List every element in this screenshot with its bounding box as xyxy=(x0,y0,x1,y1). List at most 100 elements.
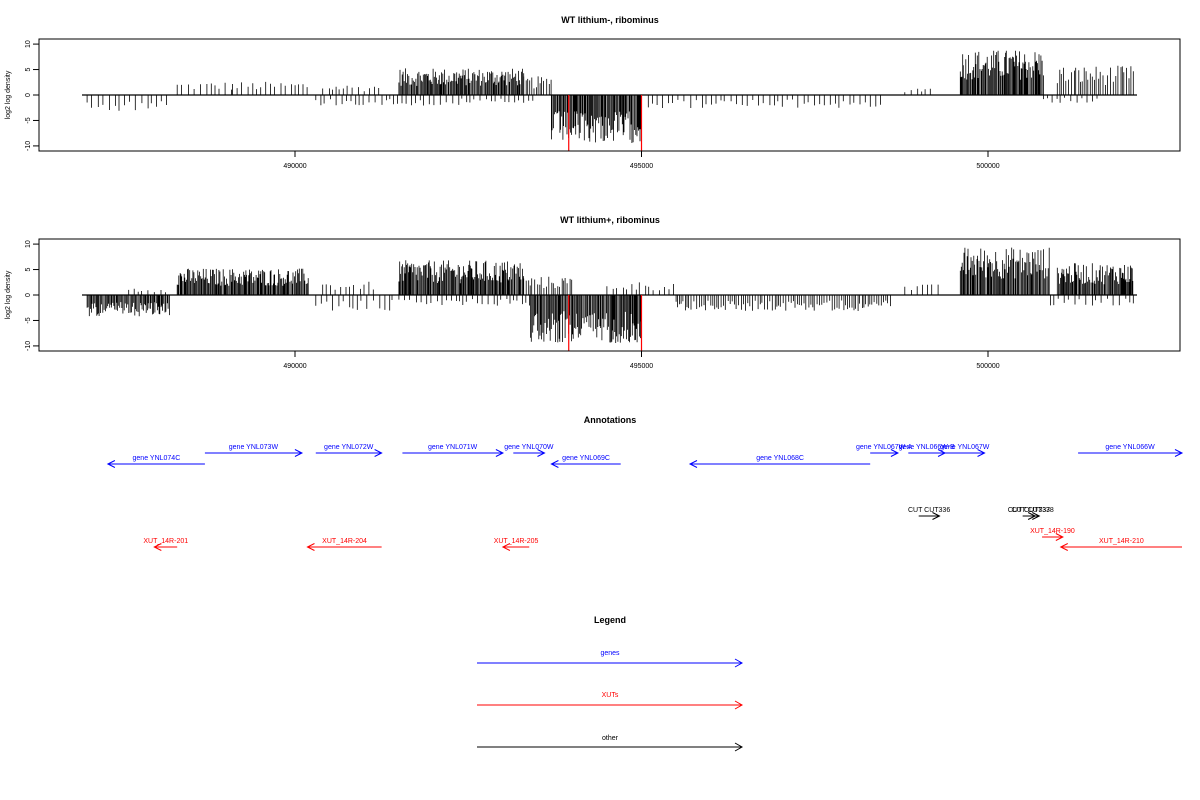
x-tick-label: 500000 xyxy=(976,163,999,170)
feature-label: gene YNL069C xyxy=(562,455,610,462)
y-tick-label: -5 xyxy=(25,317,32,323)
y-tick-label: 5 xyxy=(25,67,32,71)
y-tick-label: -10 xyxy=(25,341,32,351)
annotation-feature: gene YNL070W xyxy=(504,444,554,457)
legend-label: other xyxy=(602,735,619,742)
negative-bars xyxy=(1043,95,1098,103)
feature-label: XUT_14R-204 xyxy=(322,538,367,545)
y-tick-label: 0 xyxy=(25,93,32,97)
feature-arrowhead xyxy=(1032,512,1041,520)
feature-label: XUT_14R-201 xyxy=(143,538,188,545)
annotation-feature: gene YNL067W xyxy=(940,444,990,457)
annotation-feature: XUT_14R-204 xyxy=(306,538,382,551)
annotations-title: Annotations xyxy=(584,415,637,425)
positive-bars xyxy=(1056,263,1134,295)
panel-title: WT lithium+, ribominus xyxy=(560,215,660,225)
feature-label: gene YNL070W xyxy=(504,444,554,451)
feature-label: XUT_14R-190 xyxy=(1030,528,1075,535)
feature-label: gene YNL067W xyxy=(940,444,990,451)
positive-bars xyxy=(398,260,524,295)
feature-arrowhead xyxy=(1174,449,1184,457)
legend-title: Legend xyxy=(594,615,626,625)
feature-arrowhead xyxy=(1055,533,1064,541)
y-tick-label: 0 xyxy=(25,293,32,297)
annotation-feature: XUT_14R-205 xyxy=(494,538,539,551)
feature-arrowhead xyxy=(1059,543,1068,551)
legend-label: genes xyxy=(600,650,620,657)
positive-bars xyxy=(176,82,232,95)
panel-title: WT lithium-, ribominus xyxy=(561,15,659,25)
y-axis-label: log2 log density xyxy=(5,270,12,319)
positive-bars xyxy=(398,68,525,95)
coverage-panel-lithium-minus: WT lithium-, ribominus log2 log density … xyxy=(5,15,1181,170)
feature-arrowhead xyxy=(890,449,900,457)
positive-bars xyxy=(959,247,1050,295)
feature-arrowhead xyxy=(501,543,511,551)
feature-label: gene YNL073W xyxy=(229,444,279,451)
feature-label: gene YNL066W xyxy=(1105,444,1155,451)
y-tick-label: 10 xyxy=(25,40,32,48)
positive-bars xyxy=(176,268,309,295)
annotation-feature: gene YNL071W xyxy=(402,444,505,457)
legend-arrowhead xyxy=(734,658,744,668)
x-tick-label: 490000 xyxy=(283,363,306,370)
annotation-feature: gene YNL069C xyxy=(550,455,621,468)
negative-bars xyxy=(86,295,170,317)
positive-bars xyxy=(128,288,166,295)
feature-arrowhead xyxy=(977,449,986,457)
feature-arrowhead xyxy=(495,449,505,457)
negative-bars xyxy=(315,295,391,311)
legend-arrowhead xyxy=(734,742,744,752)
y-tick-label: 5 xyxy=(25,267,32,271)
annotation-feature: gene YNL074C xyxy=(106,455,205,468)
feature-arrowhead xyxy=(537,449,546,457)
negative-bars xyxy=(551,95,642,143)
y-tick-label: -5 xyxy=(25,117,32,123)
feature-arrowhead xyxy=(550,460,559,468)
x-tick-label: 495000 xyxy=(630,363,653,370)
annotation-features: gene YNL074C gene YNL073W gene YNL072W gene… xyxy=(106,444,1184,551)
positive-bars xyxy=(523,276,573,295)
legend-item-xuts: XUTs xyxy=(477,692,744,710)
negative-bars xyxy=(391,295,530,306)
negative-bars xyxy=(315,95,534,106)
feature-arrowhead xyxy=(374,449,383,457)
feature-label: gene YNL074C xyxy=(133,455,181,462)
negative-bars xyxy=(675,295,891,311)
axes: -10 -5 0 5 10 490000 495000 500000 xyxy=(25,240,1000,370)
x-tick-label: 500000 xyxy=(976,363,999,370)
legend: Legend genes XUTs other xyxy=(477,615,744,752)
positive-bars xyxy=(1056,65,1134,95)
annotation-feature: XUT_14R-190 xyxy=(1030,528,1075,541)
feature-label: CUT CUT337 xyxy=(1008,507,1050,514)
positive-bars xyxy=(904,88,931,95)
annotation-feature: gene YNL072W xyxy=(315,444,383,457)
legend-label: XUTs xyxy=(602,692,619,699)
feature-label: XUT_14R-205 xyxy=(494,538,539,545)
annotation-feature: gene YNL073W xyxy=(204,444,304,457)
annotation-feature: gene YNL067W-A xyxy=(856,444,912,457)
annotation-feature: gene YNL068C xyxy=(688,455,871,468)
positive-bars xyxy=(904,284,939,295)
feature-label: gene YNL067W-A xyxy=(856,444,912,451)
legend-item-other: other xyxy=(477,735,744,752)
positive-bars xyxy=(232,81,308,95)
negative-bars xyxy=(1050,295,1134,306)
feature-arrowhead xyxy=(106,460,116,468)
annotation-feature: gene YNL066W xyxy=(1078,444,1184,457)
feature-label: gene YNL071W xyxy=(428,444,478,451)
y-axis-label: log2 log density xyxy=(5,70,12,119)
legend-item-genes: genes xyxy=(477,650,744,668)
negative-bars xyxy=(86,95,167,111)
bar-series xyxy=(82,50,1137,151)
positive-bars xyxy=(322,281,374,295)
feature-label: XUT_14R-210 xyxy=(1099,538,1144,545)
annotation-feature: CUT CUT336 xyxy=(908,507,950,520)
annotation-feature: CUT CUT338 xyxy=(1012,507,1054,520)
feature-label: gene YNL068C xyxy=(756,455,804,462)
bar-series xyxy=(82,247,1137,351)
coverage-panel-lithium-plus: WT lithium+, ribominus log2 log density … xyxy=(5,215,1181,370)
